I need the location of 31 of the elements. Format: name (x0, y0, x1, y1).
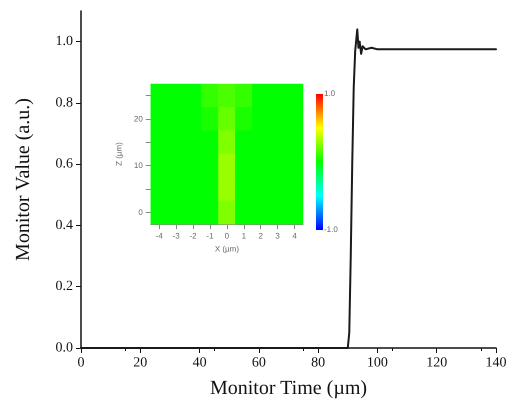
x-axis-title: X (µm) (214, 244, 240, 254)
y-axis-title: Z (µm) (114, 142, 124, 166)
x-tick-label: 80 (311, 356, 326, 370)
y-tick-label: 0 (138, 208, 144, 217)
x-tick-label: 0 (224, 232, 230, 241)
x-tick-label: 1 (242, 232, 247, 241)
y-tick-label: 0.6 (56, 156, 73, 172)
x-tick-label: 60 (252, 356, 266, 370)
x-tick-label: -3 (172, 232, 180, 241)
x-tick-label: 120 (426, 356, 448, 370)
y-tick-label: 0.4 (56, 218, 73, 233)
color-bar-label: 1.0 (324, 89, 336, 98)
x-tick-label: -4 (156, 232, 164, 241)
x-tick-label: 3 (275, 232, 280, 241)
x-tick-label: 2 (258, 232, 264, 241)
y-tick-label: 10 (134, 161, 144, 170)
x-tick-label: 4 (292, 232, 298, 241)
y-axis-title: Monitor Value (a.u.) (12, 98, 34, 261)
color-bar-label: -1.0 (324, 225, 338, 234)
x-tick-label: -2 (190, 232, 198, 241)
x-tick-label: 100 (366, 356, 388, 370)
y-tick-label: 20 (134, 114, 144, 124)
y-tick-label: 0.8 (56, 95, 73, 110)
x-tick-label: 0 (78, 356, 84, 370)
x-axis-title: Monitor Time (µm) (210, 377, 368, 399)
y-tick-label: 0.2 (56, 279, 73, 294)
y-tick-label: 1.0 (56, 34, 73, 50)
y-tick-label: 0.0 (56, 340, 73, 356)
x-tick-label: 140 (486, 356, 506, 370)
x-tick-label: -1 (206, 232, 214, 241)
x-tick-label: 40 (192, 356, 207, 370)
